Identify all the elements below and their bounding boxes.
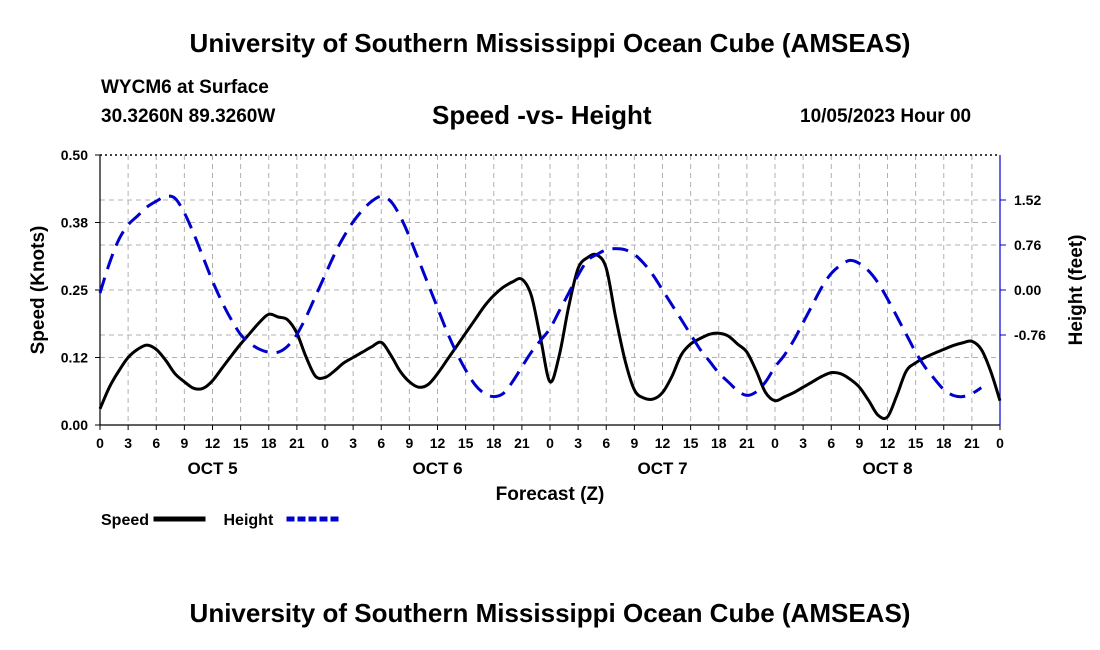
x-tick-label: 21 [964, 435, 980, 451]
legend-label: Speed [101, 512, 149, 529]
y-right-tick-label: 0.76 [1014, 237, 1041, 253]
series-height-line [98, 194, 983, 399]
x-tick-label: 9 [630, 435, 638, 451]
legend-label: Height [224, 512, 274, 529]
day-label: OCT 7 [637, 459, 687, 478]
y-left-tick-label: 0.00 [61, 417, 88, 433]
coordinates-label: 30.3260N 89.3260W [101, 106, 276, 127]
x-tick-label: 6 [827, 435, 835, 451]
footer-title: University of Southern Mississippi Ocean… [189, 598, 911, 628]
x-tick-label: 18 [936, 435, 952, 451]
x-tick-label: 18 [711, 435, 727, 451]
x-tick-label: 12 [205, 435, 221, 451]
forecast-datetime: 10/05/2023 Hour 00 [800, 106, 972, 127]
x-tick-label: 0 [321, 435, 329, 451]
x-tick-label: 3 [124, 435, 132, 451]
day-label: OCT 8 [862, 459, 912, 478]
x-tick-label: 0 [96, 435, 104, 451]
x-tick-label: 18 [486, 435, 502, 451]
y-left-tick-label: 0.50 [61, 147, 88, 163]
x-tick-label: 3 [799, 435, 807, 451]
page-title: University of Southern Mississippi Ocean… [189, 28, 911, 58]
x-tick-label: 15 [908, 435, 924, 451]
x-tick-label: 12 [430, 435, 446, 451]
x-tick-label: 0 [771, 435, 779, 451]
x-tick-label: 12 [655, 435, 671, 451]
y-left-tick-label: 0.38 [61, 215, 88, 231]
x-tick-label: 21 [289, 435, 305, 451]
x-tick-label: 15 [683, 435, 699, 451]
x-tick-label: 9 [405, 435, 413, 451]
x-tick-label: 0 [996, 435, 1004, 451]
x-tick-label: 6 [152, 435, 160, 451]
x-tick-label: 9 [180, 435, 188, 451]
day-label: OCT 6 [412, 459, 462, 478]
x-tick-label: 15 [233, 435, 249, 451]
y-left-tick-label: 0.12 [61, 350, 88, 366]
y-right-axis-title: Height (feet) [1066, 235, 1087, 346]
x-tick-label: 3 [349, 435, 357, 451]
series-speed-line [98, 252, 1002, 421]
x-tick-label: 3 [574, 435, 582, 451]
x-tick-label: 21 [514, 435, 530, 451]
y-left-tick-label: 0.25 [61, 282, 88, 298]
chart-subtitle: Speed -vs- Height [432, 100, 652, 130]
y-right-tick-label: -0.76 [1014, 327, 1046, 343]
y-right-tick-label: 1.52 [1014, 192, 1041, 208]
x-tick-label: 18 [261, 435, 277, 451]
x-axis-title: Forecast (Z) [496, 484, 605, 505]
y-right-tick-label: 0.00 [1014, 282, 1041, 298]
x-tick-label: 6 [602, 435, 610, 451]
x-tick-label: 15 [458, 435, 474, 451]
x-tick-label: 0 [546, 435, 554, 451]
day-label: OCT 5 [187, 459, 237, 478]
x-tick-label: 6 [377, 435, 385, 451]
x-tick-label: 9 [855, 435, 863, 451]
station-label: WYCM6 at Surface [101, 77, 269, 98]
x-tick-label: 12 [880, 435, 896, 451]
x-tick-label: 21 [739, 435, 755, 451]
y-left-axis-title: Speed (Knots) [28, 226, 49, 355]
